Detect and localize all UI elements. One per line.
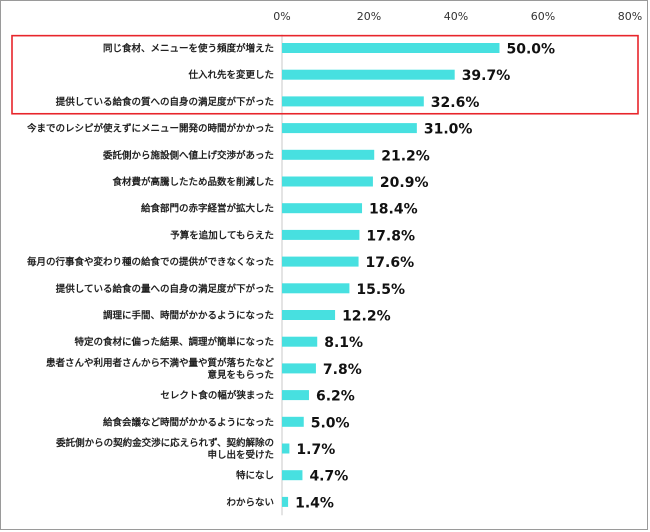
bar (282, 256, 359, 267)
data-label: 7.8% (323, 362, 362, 378)
category-label: 給食部門の赤字経営が拡大した (141, 203, 274, 215)
data-label: 8.1% (324, 335, 363, 351)
data-label: 32.6% (431, 95, 480, 111)
x-tick-label: 60% (531, 10, 555, 23)
category-label: 提供している給食の量への自身の満足度が下がった (56, 283, 274, 295)
data-label: 31.0% (424, 122, 473, 138)
category-label: 提供している給食の質への自身の満足度が下がった (56, 96, 274, 108)
x-tick-label: 0% (273, 10, 290, 23)
data-label: 17.8% (366, 228, 415, 244)
category-label: 特定の食材に偏った結果、調理が簡単になった (74, 336, 274, 348)
bar (282, 176, 373, 187)
bar (282, 443, 290, 454)
bar (282, 416, 304, 427)
data-label: 1.7% (296, 442, 335, 458)
x-tick-label: 40% (444, 10, 468, 23)
category-label: 給食会議など時間がかかるようになった (103, 416, 274, 428)
data-label: 39.7% (462, 68, 511, 84)
bar (282, 390, 309, 401)
highlight-box (11, 34, 639, 115)
bar (282, 310, 336, 320)
bar (282, 96, 424, 107)
data-label: 17.6% (366, 255, 415, 271)
bar (282, 336, 318, 347)
category-label: 予算を追加してもらえた (170, 229, 274, 241)
data-label: 4.7% (309, 469, 348, 485)
category-label: 仕入れ先を変更した (187, 69, 274, 81)
category-label: 申し出を受けた (207, 449, 274, 461)
data-label: 5.0% (311, 415, 350, 431)
bar (282, 149, 375, 160)
data-label: 50.0% (507, 42, 556, 58)
data-label: 6.2% (316, 389, 355, 405)
data-label: 21.2% (381, 148, 430, 164)
bar (282, 283, 350, 294)
bar (282, 123, 417, 134)
bar (282, 470, 303, 481)
data-label: 20.9% (380, 175, 429, 191)
category-label: 今までのレシピが使えずにメニュー開発の時間がかかった (26, 123, 274, 135)
x-tick-label: 20% (357, 10, 381, 23)
data-label: 18.4% (369, 202, 418, 218)
category-label: わからない (226, 497, 274, 508)
category-label: 毎月の行事食や変わり種の給食での提供ができなくなった (27, 256, 274, 268)
category-label: 委託側から施設側へ値上げ交渉があった (102, 149, 274, 161)
bar (282, 496, 289, 507)
category-label: 意見をもらった (207, 369, 274, 381)
category-label: 食材費が高騰したため品数を削減した (111, 176, 274, 188)
category-label: 特になし (236, 470, 274, 482)
category-label: 委託側からの契約金交渉に応えられず、契約解除の (55, 437, 274, 449)
category-label: 調理に手間、時間がかかるようになった (103, 310, 274, 322)
data-label: 15.5% (356, 282, 405, 298)
category-label: セレクト食の幅が狭まった (160, 390, 274, 402)
bar (282, 363, 316, 374)
data-label: 12.2% (342, 309, 391, 325)
data-label: 1.4% (295, 495, 334, 511)
bar (282, 203, 363, 214)
category-label: 同じ食材、メニューを使う頻度が増えた (103, 43, 274, 55)
bar (282, 43, 500, 53)
x-tick-label: 80% (618, 10, 642, 23)
bar (282, 229, 360, 240)
category-label: 患者さんや利用者さんから不満や量や質が落ちたなど (46, 357, 275, 369)
bar (282, 69, 455, 80)
